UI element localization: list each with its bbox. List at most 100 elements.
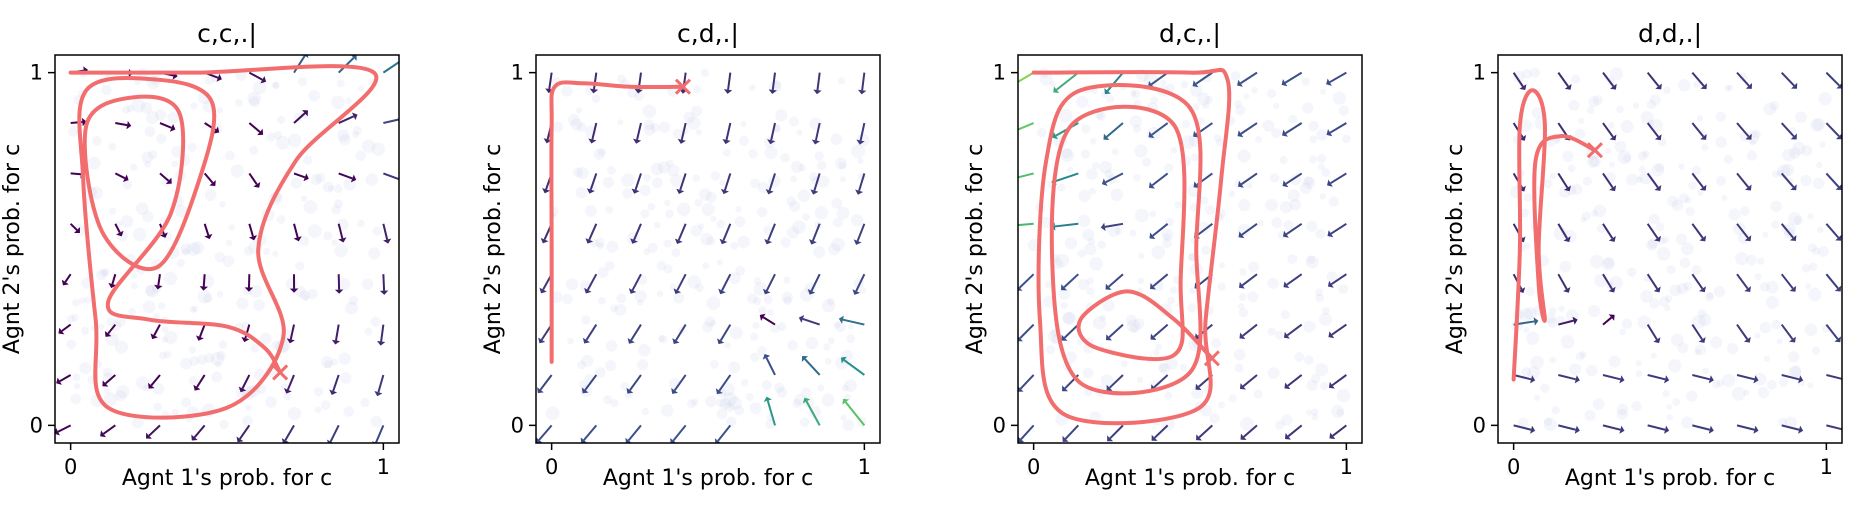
noise-dot: [1608, 355, 1621, 368]
noise-dot: [1159, 362, 1171, 374]
noise-dot: [694, 198, 703, 207]
noise-dot: [1086, 168, 1098, 180]
noise-dot: [302, 294, 310, 301]
noise-dot: [827, 243, 841, 256]
noise-dot: [576, 166, 589, 180]
panel-title: d,d,.|: [1638, 19, 1702, 48]
noise-dot: [1060, 302, 1068, 310]
noise-dot: [1257, 219, 1264, 227]
noise-dot: [336, 129, 350, 142]
noise-dot: [1812, 177, 1825, 190]
noise-dot: [1788, 212, 1802, 226]
noise-dot: [1315, 293, 1324, 302]
field-arrow: [1326, 71, 1347, 86]
noise-dot: [1593, 204, 1607, 218]
noise-dot: [745, 392, 754, 401]
noise-dot: [1671, 333, 1684, 347]
trajectory-line: [549, 80, 685, 364]
noise-dot: [783, 276, 791, 284]
noise-dot: [1163, 232, 1171, 240]
noise-dot: [1546, 138, 1555, 147]
noise-dot: [1553, 226, 1567, 241]
noise-dot: [219, 419, 229, 430]
field-arrow: [1148, 122, 1169, 139]
panel-title: c,c,.|: [197, 19, 257, 48]
noise-dot: [84, 296, 92, 304]
field-arrow: [1018, 172, 1034, 179]
noise-dot: [602, 176, 614, 188]
noise-dot: [1131, 90, 1141, 99]
noise-dot: [1162, 238, 1173, 249]
field-arrow: [379, 274, 389, 295]
noise-dot: [1188, 253, 1196, 261]
noise-dot: [643, 119, 655, 130]
field-arrow: [61, 273, 72, 286]
noise-dot: [1319, 193, 1326, 200]
noise-dot: [1267, 367, 1280, 380]
noise-dot: [1180, 80, 1189, 89]
plot-area: [1018, 67, 1351, 443]
noise-dot: [562, 293, 573, 305]
noise-dot: [1512, 70, 1525, 83]
noise-dot: [230, 164, 244, 178]
noise-dot: [606, 240, 619, 253]
plot-area: [1510, 67, 1842, 434]
noise-dot: [1272, 102, 1280, 110]
field-arrow: [810, 173, 821, 195]
noise-dot: [1319, 88, 1327, 95]
noise-dot: [1666, 264, 1676, 275]
field-arrow: [763, 396, 776, 426]
noise-dot: [1086, 277, 1094, 285]
noise-dot: [596, 242, 604, 250]
field-arrow: [1018, 71, 1035, 83]
noise-dot: [140, 102, 153, 114]
noise-dot: [1637, 151, 1648, 161]
noise-dot: [817, 175, 830, 188]
noise-dot: [145, 284, 159, 298]
noise-dot: [1694, 348, 1702, 355]
noise-dot: [174, 204, 188, 218]
noise-dot: [1288, 114, 1298, 124]
noise-dot: [1304, 355, 1314, 365]
field-arrow: [813, 72, 822, 95]
noise-dot: [224, 150, 235, 161]
noise-dot: [153, 402, 163, 412]
field-arrow: [1825, 273, 1842, 292]
noise-dot: [1792, 141, 1806, 155]
noise-dot: [1179, 363, 1188, 372]
field-arrow: [674, 223, 687, 245]
y-tick-label: 1: [30, 61, 43, 85]
noise-dot: [114, 315, 126, 327]
noise-dot: [716, 398, 726, 408]
field-arrow: [585, 223, 598, 244]
field-arrow: [159, 122, 176, 132]
noise-dot: [1077, 279, 1090, 291]
noise-dot: [653, 221, 661, 229]
noise-dot: [1617, 150, 1632, 164]
field-arrow: [1780, 223, 1797, 242]
noise-dot: [643, 124, 656, 136]
y-axis-label: Agnt 2's prob. for c: [481, 144, 506, 354]
noise-dot: [1188, 287, 1196, 295]
noise-dot: [710, 320, 717, 327]
field-arrow: [677, 122, 687, 144]
noise-dot: [701, 202, 715, 217]
noise-dot: [1243, 93, 1250, 100]
noise-dot: [171, 145, 183, 158]
noise-dot: [102, 367, 113, 378]
noise-dot: [196, 354, 208, 365]
noise-dot: [1137, 377, 1144, 384]
noise-dot: [1757, 386, 1770, 399]
noise-dot: [627, 87, 638, 99]
noise-dot: [1716, 379, 1725, 387]
noise-dot: [176, 259, 185, 268]
noise-dot: [1712, 380, 1721, 389]
noise-dot: [1161, 228, 1174, 242]
noise-dot: [1678, 79, 1691, 92]
noise-dot: [792, 220, 806, 234]
y-tick-label: 1: [511, 61, 524, 85]
noise-dot: [1230, 71, 1241, 81]
noise-dot: [158, 351, 167, 360]
noise-dot: [1649, 298, 1660, 309]
